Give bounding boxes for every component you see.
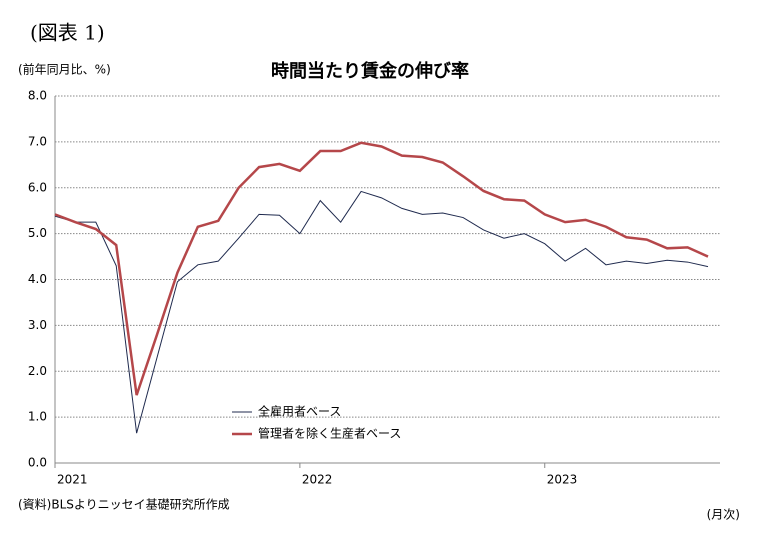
y-tick-label: 0.0	[28, 456, 47, 470]
x-tick-label: 2021	[57, 473, 88, 487]
y-tick-label: 8.0	[28, 89, 47, 103]
series-line	[54, 141, 709, 396]
y-tick-label: 5.0	[28, 226, 47, 240]
y-tick-label: 1.0	[28, 410, 47, 424]
x-axis-label: (月次)	[707, 508, 740, 522]
y-tick-label: 6.0	[28, 180, 47, 194]
y-tick-label: 7.0	[28, 134, 47, 148]
series-line	[54, 190, 709, 434]
y-axis-label: (前年同月比、%)	[18, 62, 111, 77]
legend-label: 管理者を除く生産者ベース	[258, 426, 401, 441]
header: (図表 1)	[30, 21, 105, 45]
x-tick-label: 2023	[547, 473, 578, 487]
y-tick-label: 3.0	[28, 318, 47, 332]
y-tick-label: 2.0	[28, 364, 47, 378]
y-tick-label: 4.0	[28, 272, 47, 286]
legend-label: 全雇用者ベース	[258, 404, 341, 419]
source: (資料)BLSよりニッセイ基礎研究所作成	[18, 497, 230, 512]
chart-title: 時間当たり賃金の伸び率	[271, 60, 469, 82]
x-tick-label: 2022	[302, 473, 333, 487]
